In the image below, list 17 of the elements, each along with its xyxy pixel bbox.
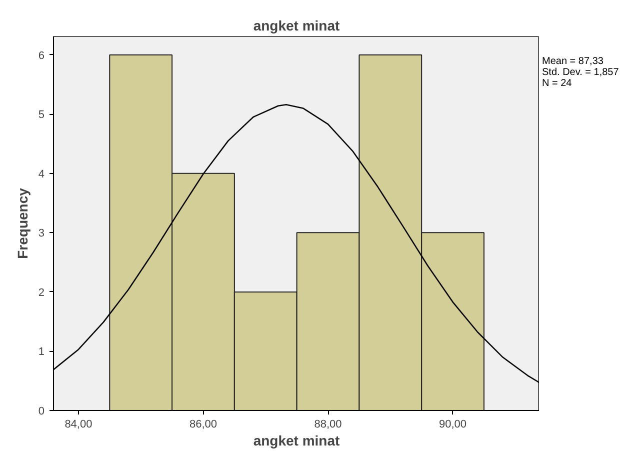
chart-title: angket minat bbox=[253, 18, 340, 34]
y-tick-label: 6 bbox=[38, 50, 45, 62]
y-tick-label: 3 bbox=[38, 228, 45, 240]
text: Std. Dev. = 1,857 bbox=[542, 67, 619, 78]
text: Mean = 87,33 bbox=[542, 56, 604, 67]
y-tick-label: 1 bbox=[38, 346, 45, 358]
x-axis-title: angket minat bbox=[253, 432, 340, 448]
x-tick-label: 84,00 bbox=[64, 418, 92, 430]
y-tick-label: 4 bbox=[38, 168, 45, 180]
x-tick-label: 90,00 bbox=[439, 418, 467, 430]
y-tick-label: 0 bbox=[38, 406, 45, 418]
text: N = 24 bbox=[542, 78, 572, 89]
y-axis-title: Frequency bbox=[14, 188, 30, 259]
x-tick-label: 88,00 bbox=[314, 418, 342, 430]
y-tick-label: 2 bbox=[38, 286, 45, 299]
x-tick-label: 86,00 bbox=[189, 418, 217, 430]
y-tick-label: 5 bbox=[38, 109, 45, 122]
